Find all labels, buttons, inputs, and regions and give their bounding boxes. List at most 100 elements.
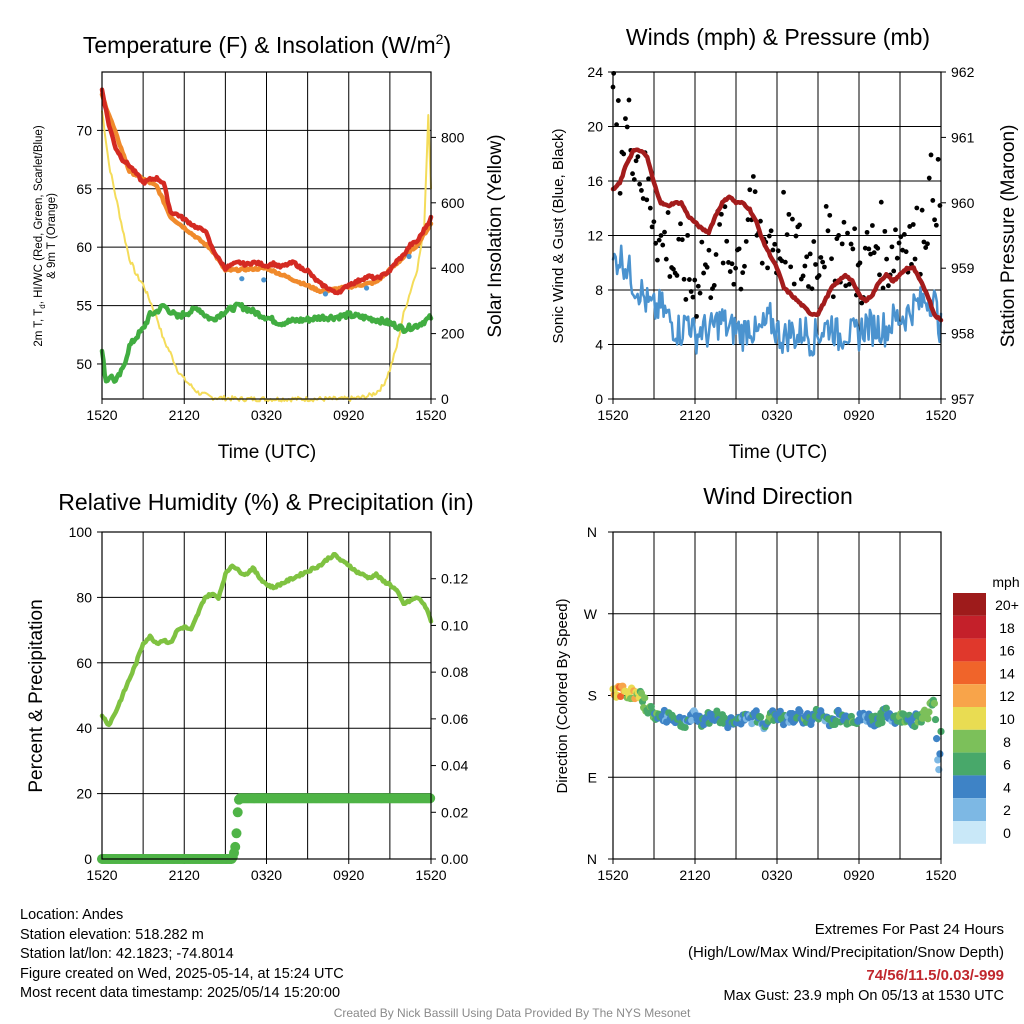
gust-dot [649, 224, 655, 230]
gust-dot [695, 283, 701, 289]
gust-dot [912, 256, 918, 262]
gust-dot [644, 197, 650, 203]
gust-dot [647, 205, 653, 211]
direction-dot [924, 715, 932, 723]
humidity-line [99, 552, 434, 728]
y-tick-label: 60 [76, 655, 92, 671]
gust-dot [848, 241, 854, 247]
gust-dot [708, 295, 714, 301]
x-tick-label: 0320 [761, 867, 792, 883]
x-tick-label: 1520 [925, 867, 956, 883]
y-tick-label-right: 800 [441, 129, 465, 145]
gust-dot [750, 174, 756, 179]
legend-swatch [953, 638, 986, 662]
y-tick-label-right: 0.06 [441, 711, 468, 727]
gust-dot [932, 217, 937, 223]
gust-dot [841, 219, 847, 225]
precip-dot [230, 841, 241, 852]
legend-label: 10 [999, 711, 1015, 727]
y-tick-label: 100 [69, 524, 93, 540]
gust-dot [907, 224, 913, 229]
gust-dot [850, 246, 856, 252]
gust-dot [623, 116, 628, 122]
gust-dot [816, 273, 822, 278]
gust-dot [829, 256, 834, 262]
gust-dot [651, 219, 657, 225]
gust-dot [718, 211, 724, 217]
legend-swatch [953, 615, 986, 639]
gust-dot [699, 239, 705, 245]
legend-label: 16 [999, 643, 1015, 659]
x-tick-label: 0920 [333, 867, 364, 883]
y-tick-label: 4 [595, 337, 603, 353]
elevation-text: Station elevation: 518.282 m [20, 926, 204, 943]
gust-dot [697, 290, 703, 296]
gust-dot [877, 272, 882, 278]
gust-dot [681, 276, 687, 282]
legend-label: 14 [999, 665, 1015, 681]
gust-dot [740, 270, 746, 276]
gust-dot [825, 228, 831, 234]
gust-dot [685, 232, 691, 238]
legend-swatch [953, 661, 986, 685]
gust-dot [743, 239, 749, 244]
direction-dot [934, 756, 942, 764]
direction-title: Wind Direction [703, 483, 853, 509]
gust-dot [617, 190, 623, 196]
gust-dot [656, 237, 662, 243]
legend-swatch [953, 752, 986, 776]
gust-dot [871, 250, 877, 256]
legend-label: 8 [1003, 734, 1011, 750]
gust-dot [665, 210, 671, 215]
direction-dot [617, 692, 625, 701]
gust-dot [738, 286, 744, 292]
y-tick-label: E [588, 769, 597, 785]
gust-dot [926, 175, 932, 181]
legend-swatch [953, 729, 986, 753]
gust-dot [621, 151, 627, 157]
y-tick-label: 0 [84, 851, 92, 867]
y-tick-label: N [587, 851, 597, 867]
y-tick-label: 50 [76, 356, 92, 372]
x-tick-label: 1520 [86, 867, 117, 883]
gust-dot [889, 244, 895, 250]
wind-chill-dot [363, 285, 370, 291]
precip-dot [425, 793, 436, 804]
gust-dot [736, 246, 742, 252]
gust-dot [802, 263, 808, 269]
gust-dot [626, 97, 632, 103]
gust-dot [630, 171, 635, 177]
gust-dot [711, 283, 717, 288]
gust-dot [804, 254, 810, 260]
y-tick-label: 12 [587, 228, 603, 244]
y-tick-label-right: 0.10 [441, 617, 468, 633]
gust-dot [933, 222, 939, 228]
x-tick-label: 2120 [169, 867, 200, 883]
gust-dot [770, 247, 776, 253]
gust-dot [679, 237, 685, 243]
gust-dot [791, 281, 797, 287]
gust-dot [662, 229, 667, 235]
gust-dot [686, 277, 692, 282]
gust-dot [925, 241, 930, 247]
legend-label: 6 [1003, 757, 1011, 773]
y-tick-label-right: 0.12 [441, 571, 468, 587]
temperature-ylabel-left: 2m T, Td, HI/WC (Red, Green, Scarlet/Blu… [33, 125, 47, 346]
plot-frame [612, 71, 942, 400]
gust-dot [923, 245, 929, 250]
gust-dot [678, 221, 683, 227]
gust-dot [930, 198, 936, 203]
direction-dot [925, 708, 933, 716]
x-tick-label: 0920 [843, 407, 874, 423]
two-m-temp-line [99, 87, 434, 296]
gust-dot [901, 231, 907, 237]
y-tick-label-right: 0.08 [441, 664, 468, 680]
legend-swatch [953, 684, 986, 707]
legend-label: 4 [1003, 779, 1011, 795]
legend-swatch [953, 775, 986, 799]
gust-dot [857, 260, 863, 266]
temperature-title: Temperature (F) & Insolation (W/m2) [83, 31, 451, 58]
gust-dot [919, 207, 925, 213]
